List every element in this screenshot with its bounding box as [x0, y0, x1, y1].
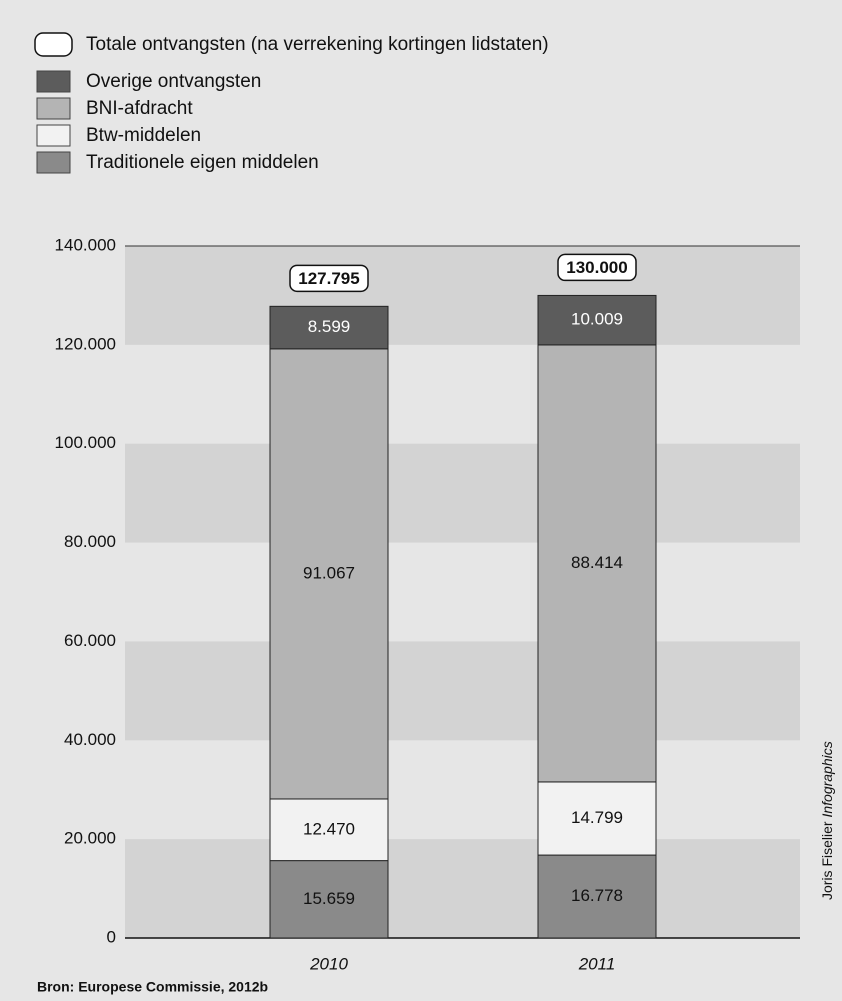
total-label: 130.000 — [566, 258, 627, 277]
bar-segment — [269, 305, 389, 350]
total-box — [557, 253, 637, 282]
legend-label: Traditionele eigen middelen — [86, 152, 319, 173]
legend-label: Totale ontvangsten (na verrekening korti… — [86, 34, 549, 55]
bar-segment — [537, 854, 657, 939]
credit: Joris Fiselier Infographics — [819, 741, 835, 900]
data-label: 12.470 — [303, 819, 355, 838]
credit-agency: Infographics — [819, 741, 835, 817]
legend-swatch — [36, 70, 71, 93]
y-tick-label: 120.000 — [55, 334, 116, 353]
y-tick-label: 20.000 — [64, 829, 116, 848]
total-box — [289, 264, 369, 293]
data-label: 88.414 — [571, 553, 623, 572]
y-tick-label: 40.000 — [64, 730, 116, 749]
y-tick-label: 80.000 — [64, 532, 116, 551]
data-label: 15.659 — [303, 889, 355, 908]
bar-segment — [269, 798, 389, 862]
data-label: 16.778 — [571, 886, 623, 905]
data-label: 8.599 — [308, 317, 351, 336]
data-label: 10.009 — [571, 310, 623, 329]
legend-swatch — [36, 97, 71, 120]
legend-swatch — [36, 124, 71, 147]
bar-segment — [537, 294, 657, 346]
bar-segment — [269, 348, 389, 800]
grid-band — [125, 839, 800, 938]
total-label: 127.795 — [298, 269, 359, 288]
legend-swatch — [36, 151, 71, 174]
legend-label: Btw-middelen — [86, 125, 201, 146]
credit-name: Joris Fiselier — [819, 821, 835, 900]
legend-swatch-total — [34, 32, 73, 57]
legend-label: BNI-afdracht — [86, 98, 193, 119]
grid-band — [125, 443, 800, 543]
x-tick-label: 2010 — [309, 954, 348, 973]
y-tick-label: 60.000 — [64, 631, 116, 650]
source: Bron: Europese Commissie, 2012b — [37, 979, 268, 995]
y-tick-label: 140.000 — [55, 235, 116, 254]
bar-segment — [269, 860, 389, 939]
legend-label: Overige ontvangsten — [86, 71, 261, 92]
y-tick-label: 100.000 — [55, 433, 116, 452]
data-label: 14.799 — [571, 808, 623, 827]
grid-band — [125, 246, 800, 345]
y-tick-label: 0 — [107, 927, 116, 946]
data-label: 91.067 — [303, 563, 355, 582]
grid-band — [125, 641, 800, 741]
x-tick-label: 2011 — [578, 954, 616, 973]
